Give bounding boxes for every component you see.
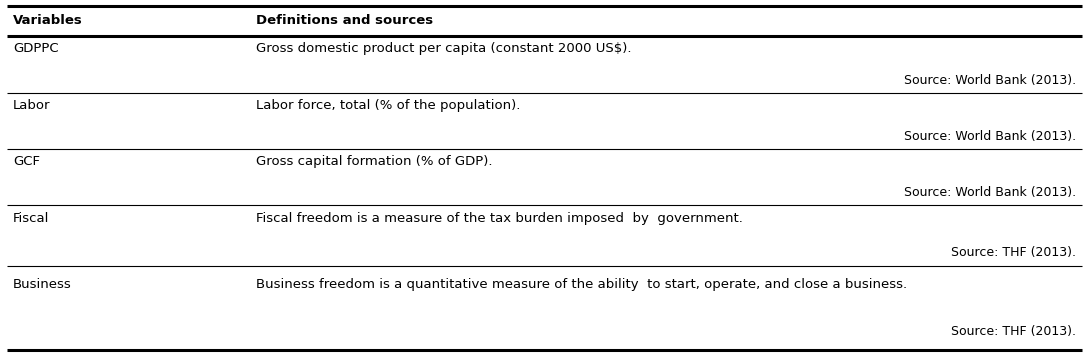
Text: GDPPC: GDPPC	[13, 42, 59, 55]
Text: Labor force, total (% of the population).: Labor force, total (% of the population)…	[256, 99, 521, 112]
Text: Variables: Variables	[13, 15, 83, 27]
Text: Gross capital formation (% of GDP).: Gross capital formation (% of GDP).	[256, 155, 492, 168]
Text: GCF: GCF	[13, 155, 40, 168]
Text: Source: THF (2013).: Source: THF (2013).	[951, 325, 1076, 338]
Text: Source: World Bank (2013).: Source: World Bank (2013).	[904, 74, 1076, 87]
Text: Gross domestic product per capita (constant 2000 US$).: Gross domestic product per capita (const…	[256, 42, 632, 55]
Text: Fiscal: Fiscal	[13, 212, 49, 225]
Text: Business: Business	[13, 278, 72, 291]
Text: Source: World Bank (2013).: Source: World Bank (2013).	[904, 186, 1076, 199]
Text: Fiscal freedom is a measure of the tax burden imposed  by  government.: Fiscal freedom is a measure of the tax b…	[256, 212, 743, 225]
Text: Source: World Bank (2013).: Source: World Bank (2013).	[904, 130, 1076, 143]
Text: Business freedom is a quantitative measure of the ability  to start, operate, an: Business freedom is a quantitative measu…	[256, 278, 907, 291]
Text: Definitions and sources: Definitions and sources	[256, 15, 433, 27]
Text: Labor: Labor	[13, 99, 50, 112]
Text: Source: THF (2013).: Source: THF (2013).	[951, 246, 1076, 259]
